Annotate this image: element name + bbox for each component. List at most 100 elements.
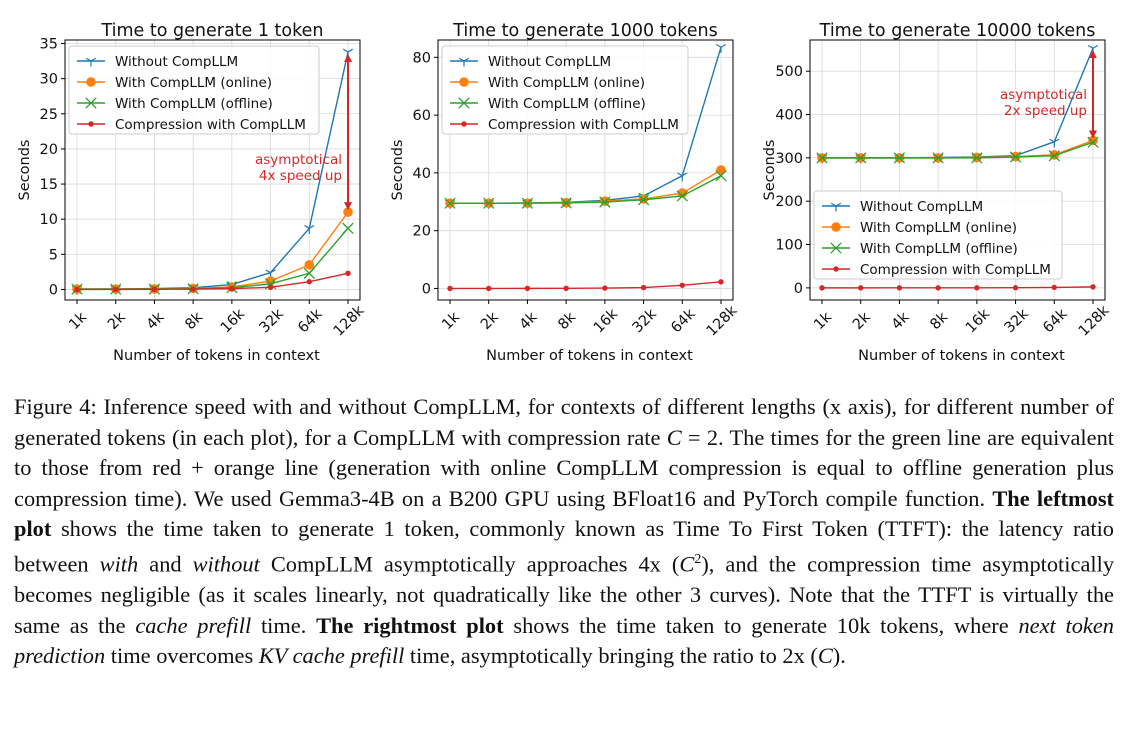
x-tick-label: 16k: [591, 306, 622, 337]
chart-legend: Without CompLLM With CompLLM (online) With…: [441, 45, 689, 135]
y-tick-label: 60: [413, 108, 431, 124]
y-axis-label: Seconds: [762, 140, 778, 201]
caption-italic: without: [192, 551, 260, 577]
y-tick-label: 30: [40, 72, 58, 88]
legend-box: [441, 45, 689, 135]
chart-title: Time to generate 10000 tokens: [819, 21, 1096, 41]
x-tick-label: 64k: [1040, 306, 1071, 337]
data-point: [1048, 150, 1060, 162]
data-point: [113, 286, 119, 293]
y-tick-label: 0: [794, 281, 803, 297]
y-tick-label: 400: [775, 108, 803, 124]
legend-marker: [830, 202, 842, 212]
data-point: [306, 279, 312, 285]
caption-bold: The leftmost plot: [14, 485, 1115, 542]
legend-marker: [85, 97, 97, 109]
caption-math: = 2: [681, 424, 719, 450]
annotation-text: 2x speed up: [1004, 103, 1087, 119]
legend-label: With CompLLM (offline): [488, 96, 646, 112]
x-tick-label: 32k: [257, 306, 288, 337]
figure-4: 0 5 10 15 20 25 30 35 1k 2k 4k 8k 16k 32k 64k 128k Time …: [17, 21, 1113, 364]
data-point: [74, 286, 80, 293]
legend-label: With CompLLM (online): [488, 75, 645, 91]
y-tick-label: 15: [40, 177, 58, 193]
x-tick-label: 16k: [218, 306, 249, 337]
y-axis-label: Seconds: [17, 140, 33, 201]
data-point: [855, 152, 867, 164]
data-point: [599, 196, 611, 208]
x-tick-label: 2k: [105, 309, 129, 333]
data-point: [679, 282, 685, 288]
y-tick-label: 35: [40, 37, 58, 53]
data-point: [342, 222, 354, 234]
legend-marker: [833, 266, 839, 272]
x-tick-label: 1k: [66, 309, 90, 333]
data-point: [893, 152, 906, 164]
caption-text: shows the time taken to generate 1 token…: [14, 516, 1114, 577]
caption-math-sup: 2: [694, 551, 702, 567]
data-point: [521, 197, 534, 209]
x-tick-label: 2k: [478, 309, 502, 333]
data-point: [151, 286, 158, 293]
plot-frame: [64, 39, 361, 301]
data-point: [716, 165, 726, 175]
chart-panel: 0 5 10 15 20 25 30 35 1k 2k 4k 8k 16k 32k 64k 128k Time …: [17, 21, 368, 364]
legend-marker: [458, 97, 470, 109]
data-point: [819, 285, 825, 291]
data-point: [345, 270, 351, 276]
y-tick-label: 100: [775, 238, 803, 254]
data-point: [858, 285, 864, 291]
data-point: [304, 260, 315, 270]
caption-text: time, asymptotically bringing the ratio …: [404, 643, 818, 669]
data-point: [483, 197, 495, 209]
x-tick-label: 4k: [144, 309, 168, 333]
data-point: [229, 285, 235, 292]
data-point: [715, 43, 727, 53]
y-tick-label: 500: [775, 64, 803, 80]
legend-label: Compression with CompLLM: [115, 117, 306, 133]
legend-label: With CompLLM (online): [115, 75, 272, 91]
y-tick-label: 80: [413, 50, 431, 66]
caption-italic: KV cache prefill: [258, 643, 405, 669]
caption-bold: The rightmost plot: [316, 612, 504, 638]
y-tick-label: 20: [413, 224, 431, 240]
data-point: [935, 285, 941, 291]
data-point: [444, 197, 456, 209]
legend-label: Without CompLLM: [115, 54, 238, 70]
caption-text: ), and the compression time asymptotical…: [14, 551, 1115, 638]
caption-math: C: [679, 551, 695, 577]
series-line: [822, 141, 1094, 159]
chart-legend: Without CompLLM With CompLLM (online) With…: [813, 190, 1063, 280]
legend-label: With CompLLM (online): [860, 220, 1017, 236]
y-tick-label: 25: [40, 107, 58, 123]
data-point: [676, 190, 688, 202]
legend-label: Compression with CompLLM: [488, 117, 679, 133]
x-tick-label: 8k: [182, 309, 206, 333]
data-point: [1051, 284, 1057, 291]
caption-italic: cache prefill: [135, 612, 252, 638]
caption-math: C: [666, 424, 682, 450]
data-point: [637, 194, 650, 206]
series-line: [450, 175, 722, 204]
data-point: [304, 225, 315, 234]
legend-label: Without CompLLM: [488, 54, 611, 70]
x-axis-label: Number of tokens in context: [113, 348, 320, 364]
annotation-text: asymptotical: [255, 152, 342, 168]
data-point: [640, 284, 647, 291]
data-point: [267, 284, 274, 291]
data-point: [602, 285, 608, 291]
data-point: [303, 267, 315, 279]
y-tick-label: 10: [40, 212, 58, 228]
annotation-text: 4x speed up: [259, 168, 342, 184]
y-tick-label: 5: [49, 247, 58, 263]
legend-label: Compression with CompLLM: [860, 262, 1051, 278]
y-tick-label: 0: [49, 282, 58, 298]
data-point: [1090, 284, 1096, 290]
series-line: [76, 211, 349, 290]
legend-marker: [830, 242, 842, 254]
caption-italic: with: [99, 551, 139, 577]
x-tick-label: 16k: [963, 306, 994, 337]
y-tick-label: 200: [775, 194, 803, 210]
x-tick-label: 4k: [889, 309, 913, 333]
